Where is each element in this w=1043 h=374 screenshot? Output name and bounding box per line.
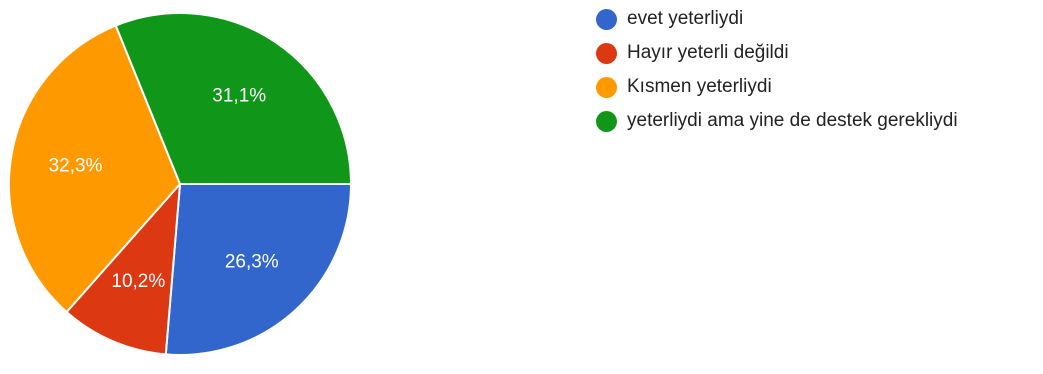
slice-value-label: 10,2% [111, 271, 165, 292]
legend: evet yeterliydi Hayır yeterli değildi Kı… [596, 2, 958, 138]
legend-marker [596, 8, 617, 30]
legend-item[interactable]: evet yeterliydi [596, 2, 958, 36]
legend-label: Hayır yeterli değildi [627, 42, 789, 63]
legend-marker [596, 42, 617, 64]
slice-value-label: 32,3% [49, 156, 103, 177]
slice-value-label: 26,3% [225, 252, 279, 273]
legend-marker [596, 76, 617, 98]
legend-item[interactable]: yeterliydi ama yine de destek gerekliydi [596, 104, 958, 138]
legend-label: Kısmen yeterliydi [627, 76, 772, 97]
slice-value-label: 31,1% [212, 86, 266, 107]
legend-marker [596, 110, 617, 132]
legend-label: yeterliydi ama yine de destek gerekliydi [627, 110, 958, 131]
pie-slice[interactable] [164, 183, 353, 356]
legend-item[interactable]: Kısmen yeterliydi [596, 70, 958, 104]
legend-item[interactable]: Hayır yeterli değildi [596, 36, 958, 70]
legend-label: evet yeterliydi [627, 8, 744, 29]
pie-slice[interactable] [65, 181, 182, 356]
pie-chart: 26,3% 10,2% 32,3% 31,1% [8, 12, 353, 356]
pie-slice[interactable] [114, 12, 353, 185]
pie-slice[interactable] [8, 24, 182, 314]
